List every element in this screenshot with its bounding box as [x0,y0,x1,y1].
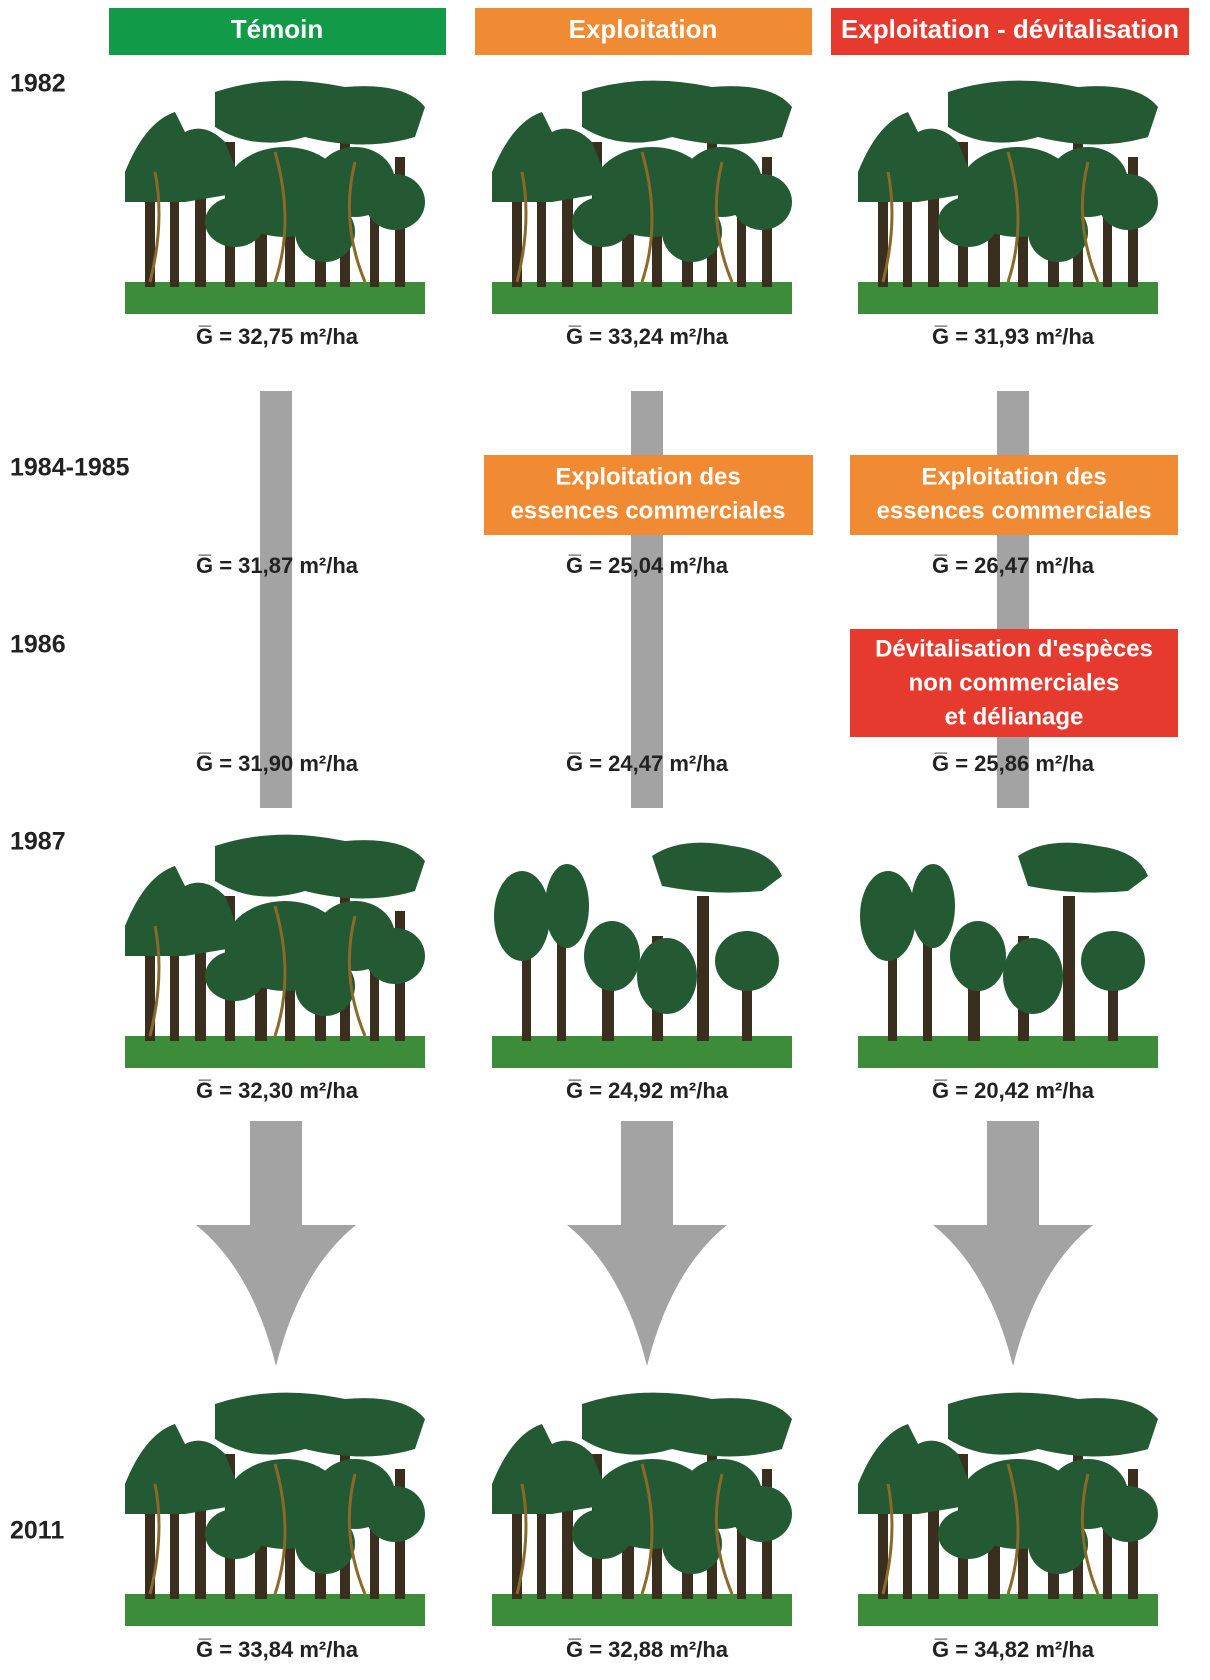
forest [490,1391,794,1628]
basal-area: G̅ = 31,93 m²/ha [932,324,1095,349]
basal-area: G̅ = 33,84 m²/ha [196,1637,359,1662]
box-text: et délianage [945,703,1084,730]
basal-area: G̅ = 32,88 m²/ha [566,1637,729,1662]
header: Exploitation [569,14,718,44]
forest [123,1391,427,1628]
box-text: non commerciales [909,669,1120,696]
year: 1984-1985 [10,454,130,482]
year: 1986 [10,631,66,659]
basal-area: G̅ = 20,42 m²/ha [932,1078,1095,1103]
box-text: essences commerciales [511,497,786,524]
forest [856,1391,1160,1628]
basal-area: G̅ = 25,04 m²/ha [566,553,729,578]
basal-area: G̅ = 24,92 m²/ha [566,1078,729,1103]
header-box [109,8,446,55]
basal-area: G̅ = 31,87 m²/ha [196,553,359,578]
forest [123,833,427,1070]
box-text: Dévitalisation d'espèces [875,635,1153,662]
box-text: Exploitation des [921,463,1106,490]
treatment-box [484,455,813,535]
forest [490,79,794,316]
basal-area: G̅ = 31,90 m²/ha [196,751,359,776]
basal-area: G̅ = 33,24 m²/ha [566,324,729,349]
year: 1987 [10,828,66,856]
forest [856,79,1160,316]
box-text: essences commerciales [877,497,1152,524]
basal-area: G̅ = 32,30 m²/ha [196,1078,359,1103]
forest [492,842,792,1068]
header: Témoin [231,14,323,44]
forest [123,79,427,316]
header-box [475,8,812,55]
basal-area: G̅ = 26,47 m²/ha [932,553,1095,578]
basal-area: G̅ = 32,75 m²/ha [196,324,359,349]
year: 2011 [10,1517,64,1545]
year: 1982 [10,70,66,98]
header-box [831,8,1189,55]
timeline-arrows [196,391,1093,1366]
forest [858,842,1158,1068]
basal-area: G̅ = 24,47 m²/ha [566,751,729,776]
box-text: Exploitation des [555,463,740,490]
basal-area: G̅ = 25,86 m²/ha [932,751,1095,776]
header: Exploitation - dévitalisation [841,14,1179,44]
treatment-box [850,455,1178,535]
basal-area: G̅ = 34,82 m²/ha [932,1637,1095,1662]
treatment-box [850,629,1178,737]
